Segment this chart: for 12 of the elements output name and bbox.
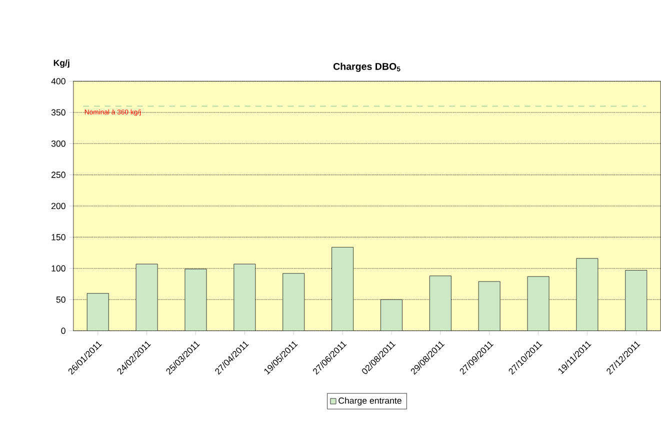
chart-title: Charges DBO$_{5}$ xyxy=(333,62,400,72)
y-tick-label: 50 xyxy=(56,296,66,303)
y-tick-label: 400 xyxy=(51,78,66,85)
y-tick-label: 250 xyxy=(52,172,66,178)
legend-label: Charge entrante xyxy=(338,398,402,406)
y-tick-label: 150 xyxy=(52,234,66,241)
y-tick-label: 350 xyxy=(51,110,66,116)
y-tick-label: 200 xyxy=(52,203,66,210)
y-axis-title: Kg/j xyxy=(54,60,70,68)
y-tick-label: 300 xyxy=(51,140,66,147)
y-tick-label: 0 xyxy=(61,328,66,334)
y-tick-label: 100 xyxy=(52,265,66,272)
